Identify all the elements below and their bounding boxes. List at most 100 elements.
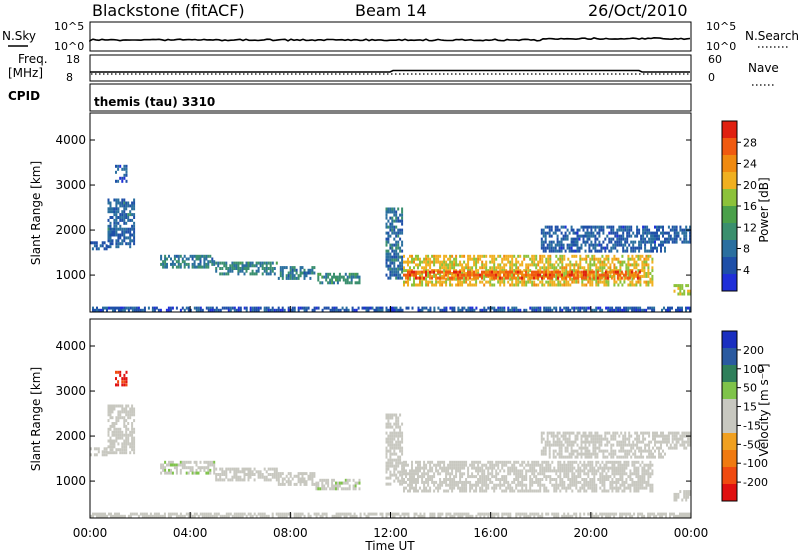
heatmap-cell (121, 380, 124, 384)
heatmap-cell (577, 266, 580, 270)
heatmap-cell (590, 431, 593, 435)
heatmap-cell (215, 269, 218, 273)
heatmap-cell (117, 198, 120, 202)
heatmap-cell (340, 275, 343, 279)
heatmap-cell (96, 308, 98, 312)
heatmap-cell (257, 267, 260, 270)
heatmap-cell (563, 469, 566, 473)
heatmap-cell (455, 469, 458, 473)
heatmap-cell (115, 179, 117, 183)
heatmap-cell (213, 308, 216, 312)
heatmap-cell (303, 514, 306, 518)
heatmap-cell (449, 270, 451, 274)
heatmap-cell (613, 486, 616, 490)
heatmap-cell (199, 460, 202, 464)
heatmap-cell (113, 442, 116, 446)
heatmap-cell (447, 277, 450, 281)
heatmap-cell (125, 430, 128, 434)
heatmap-cell (573, 472, 576, 476)
heatmap-cell (503, 283, 506, 287)
heatmap-cell (582, 276, 585, 280)
heatmap-cell (495, 270, 497, 274)
heatmap-cell (197, 308, 200, 312)
heatmap-cell (570, 446, 573, 450)
heatmap-cell (594, 431, 597, 435)
heatmap-cell (495, 483, 498, 487)
heatmap-cell (511, 466, 514, 470)
heatmap-cell (133, 445, 136, 449)
heatmap-cell (311, 472, 314, 476)
heatmap-cell (125, 380, 128, 384)
heatmap-cell (647, 483, 650, 487)
heatmap-cell (356, 275, 359, 279)
heatmap-cell (265, 267, 268, 270)
heatmap-cell (542, 431, 545, 435)
heatmap-cell (437, 260, 440, 264)
heatmap-cell (650, 249, 653, 253)
heatmap-cell (177, 257, 180, 261)
heatmap-cell (623, 480, 626, 484)
heatmap-cell (131, 413, 134, 417)
heatmap-cell (255, 308, 258, 312)
heatmap-cell (642, 431, 645, 435)
heatmap-cell (205, 512, 208, 516)
heatmap-cell (601, 480, 604, 484)
heatmap-cell (321, 484, 324, 488)
heatmap-cell (123, 433, 126, 437)
heatmap-cell (594, 443, 597, 447)
heatmap-cell (195, 460, 198, 464)
heatmap-cell (189, 512, 192, 516)
heatmap-cell (233, 512, 236, 516)
heatmap-cell (533, 254, 536, 258)
heatmap-cell (547, 475, 550, 479)
heatmap-cell (519, 254, 522, 258)
heatmap-cell (123, 451, 126, 455)
heatmap-cell (619, 466, 622, 470)
heatmap-cell (165, 308, 168, 312)
heatmap-band (160, 460, 216, 475)
heatmap-cell (162, 262, 165, 266)
heatmap-cell (449, 283, 452, 287)
heatmap-cell (429, 266, 432, 270)
heatmap-cell (457, 486, 460, 490)
heatmap-cell (613, 263, 616, 267)
heatmap-cell (112, 308, 114, 312)
heatmap-cell (477, 472, 480, 476)
heatmap-cell (217, 264, 220, 268)
heatmap-cell (648, 440, 651, 444)
heatmap-cell (113, 207, 116, 211)
heatmap-cell (593, 480, 596, 484)
heatmap-cell (451, 266, 454, 270)
heatmap-cell (562, 443, 565, 447)
heatmap-cell (687, 490, 690, 494)
heatmap-cell (493, 475, 496, 479)
heatmap-cell (539, 280, 542, 284)
heatmap-cell (636, 431, 639, 435)
heatmap-cell (499, 306, 502, 310)
heatmap-cell (603, 266, 606, 270)
heatmap-cell (411, 254, 413, 258)
heatmap-cell (579, 469, 582, 473)
heatmap-cell (107, 236, 110, 240)
heatmap-cell (277, 477, 280, 481)
heatmap-cell (445, 283, 448, 287)
heatmap-cell (125, 407, 128, 411)
heatmap-cell (267, 467, 270, 471)
heatmap-cell (624, 437, 627, 441)
heatmap-cell (133, 239, 136, 243)
heatmap-cell (121, 216, 124, 219)
heatmap-cell (453, 260, 456, 264)
heatmap-cell (642, 237, 645, 241)
heatmap-cell (493, 308, 496, 312)
heatmap-cell (227, 467, 230, 471)
heatmap-cell (387, 425, 390, 429)
heatmap-cell (619, 483, 622, 487)
heatmap-cell (233, 306, 236, 310)
heatmap-cell (585, 283, 588, 287)
heatmap-cell (439, 486, 442, 490)
heatmap-cell (559, 260, 562, 264)
heatmap-cell (345, 308, 348, 312)
heatmap-cell (509, 466, 512, 470)
heatmap-cell (662, 225, 664, 229)
